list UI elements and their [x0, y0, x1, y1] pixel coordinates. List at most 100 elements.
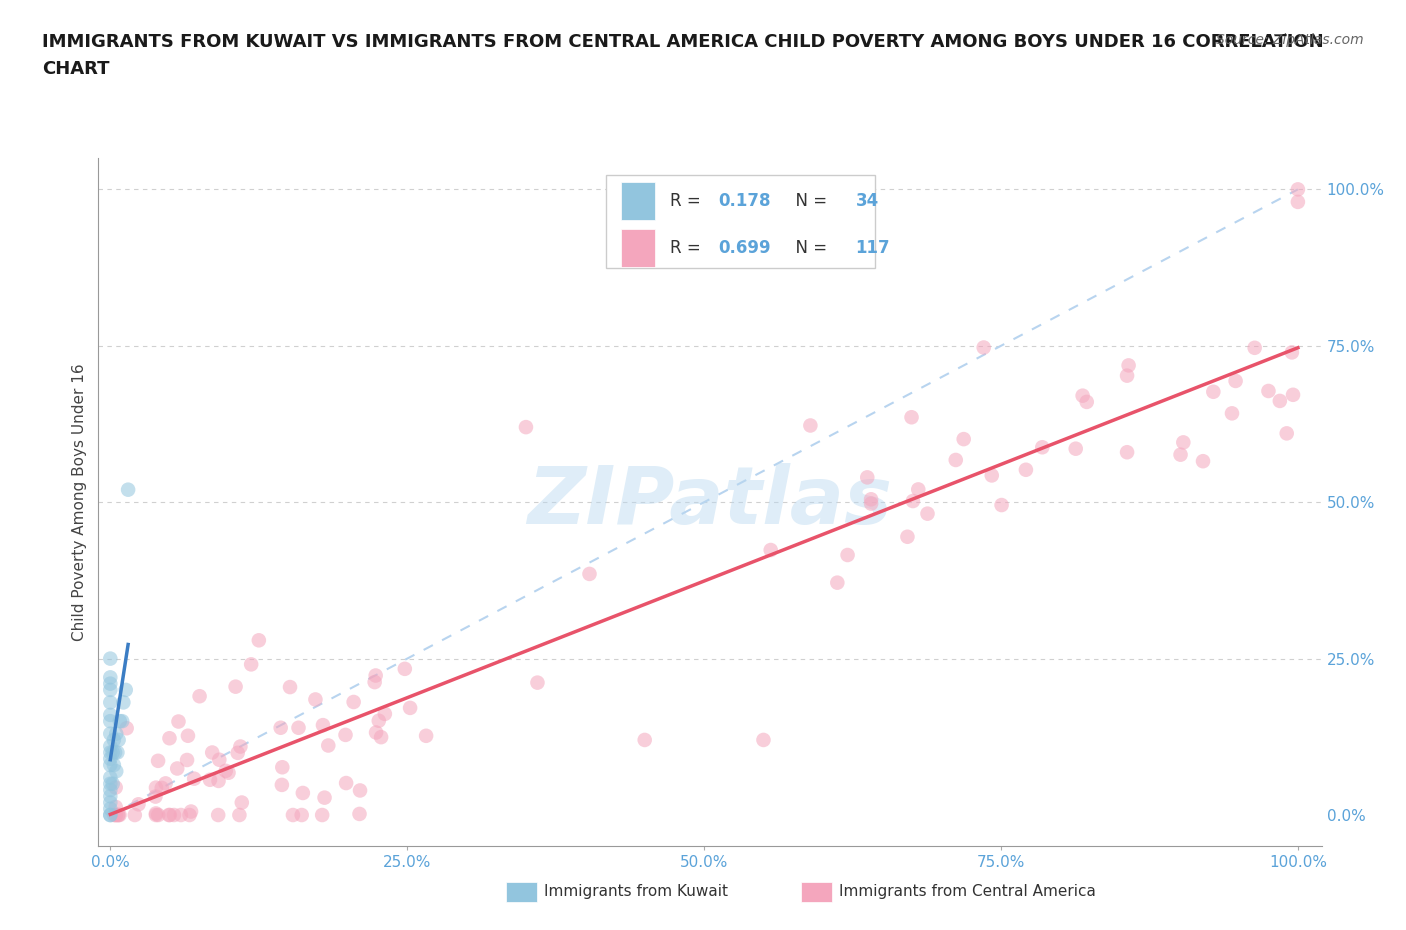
- Point: [247, 633, 270, 648]
- Point: [1286, 182, 1309, 197]
- Point: [399, 700, 422, 715]
- Point: [107, 745, 129, 760]
- Point: [1031, 440, 1053, 455]
- Text: N =: N =: [785, 193, 832, 210]
- Point: [364, 668, 387, 683]
- Point: [229, 739, 252, 754]
- Point: [108, 807, 131, 822]
- Point: [799, 418, 821, 433]
- Point: [1116, 445, 1139, 459]
- Point: [105, 807, 128, 822]
- Point: [98, 726, 121, 741]
- Point: [155, 776, 177, 790]
- Point: [104, 780, 127, 795]
- Point: [363, 674, 385, 689]
- Point: [980, 468, 1002, 483]
- Point: [349, 806, 371, 821]
- Point: [860, 492, 883, 507]
- FancyBboxPatch shape: [606, 176, 875, 268]
- Text: R =: R =: [669, 193, 711, 210]
- Point: [98, 789, 121, 804]
- Point: [108, 713, 131, 728]
- Point: [101, 745, 124, 760]
- Point: [104, 807, 127, 822]
- Point: [291, 786, 314, 801]
- Point: [207, 807, 229, 822]
- Y-axis label: Child Poverty Among Boys Under 16: Child Poverty Among Boys Under 16: [72, 364, 87, 641]
- Point: [170, 807, 193, 822]
- Point: [1170, 447, 1192, 462]
- Text: 34: 34: [856, 193, 879, 210]
- Point: [177, 728, 200, 743]
- Point: [316, 738, 339, 753]
- Point: [215, 764, 238, 778]
- Point: [104, 800, 127, 815]
- Point: [1192, 454, 1215, 469]
- Point: [526, 675, 548, 690]
- Point: [515, 419, 537, 434]
- Point: [98, 782, 121, 797]
- Point: [1076, 394, 1098, 409]
- Text: R =: R =: [669, 239, 711, 257]
- Point: [394, 661, 416, 676]
- Point: [167, 714, 190, 729]
- Point: [860, 497, 883, 512]
- Point: [1225, 374, 1247, 389]
- Point: [98, 758, 121, 773]
- Point: [105, 764, 128, 778]
- Text: Immigrants from Kuwait: Immigrants from Kuwait: [544, 884, 728, 899]
- Point: [1118, 358, 1140, 373]
- Point: [370, 730, 392, 745]
- Point: [311, 807, 333, 822]
- Point: [157, 807, 180, 822]
- Point: [198, 772, 221, 787]
- Point: [827, 576, 849, 591]
- Point: [228, 807, 250, 822]
- Point: [107, 807, 129, 822]
- Point: [159, 731, 181, 746]
- Point: [98, 751, 121, 766]
- Point: [900, 410, 922, 425]
- Point: [945, 453, 967, 468]
- Point: [98, 695, 121, 710]
- Point: [973, 340, 995, 355]
- Point: [107, 807, 129, 822]
- Point: [98, 795, 121, 810]
- Text: CHART: CHART: [42, 60, 110, 78]
- Point: [98, 738, 121, 753]
- Point: [1220, 405, 1243, 420]
- Point: [98, 713, 121, 728]
- Point: [837, 548, 859, 563]
- Point: [145, 790, 167, 804]
- Point: [98, 651, 121, 666]
- Point: [271, 760, 294, 775]
- Point: [1281, 345, 1303, 360]
- Text: IMMIGRANTS FROM KUWAIT VS IMMIGRANTS FROM CENTRAL AMERICA CHILD POVERTY AMONG BO: IMMIGRANTS FROM KUWAIT VS IMMIGRANTS FRO…: [42, 33, 1324, 50]
- Point: [208, 752, 231, 767]
- Point: [98, 802, 121, 817]
- Point: [270, 721, 292, 736]
- Point: [188, 689, 211, 704]
- Point: [1202, 384, 1225, 399]
- Point: [98, 770, 121, 785]
- Point: [952, 432, 974, 446]
- Text: 117: 117: [856, 239, 890, 257]
- Point: [98, 708, 121, 723]
- Point: [343, 695, 366, 710]
- Point: [98, 670, 121, 684]
- Text: N =: N =: [785, 239, 832, 257]
- Point: [1173, 435, 1195, 450]
- Point: [104, 745, 127, 760]
- Point: [183, 771, 205, 786]
- Point: [127, 797, 149, 812]
- Point: [98, 676, 121, 691]
- Point: [1257, 383, 1279, 398]
- Point: [226, 746, 249, 761]
- Bar: [620, 229, 655, 267]
- Point: [105, 726, 128, 741]
- Point: [240, 657, 263, 671]
- Point: [218, 765, 240, 780]
- Point: [281, 807, 304, 822]
- Point: [314, 790, 336, 805]
- Text: Immigrants from Central America: Immigrants from Central America: [839, 884, 1097, 899]
